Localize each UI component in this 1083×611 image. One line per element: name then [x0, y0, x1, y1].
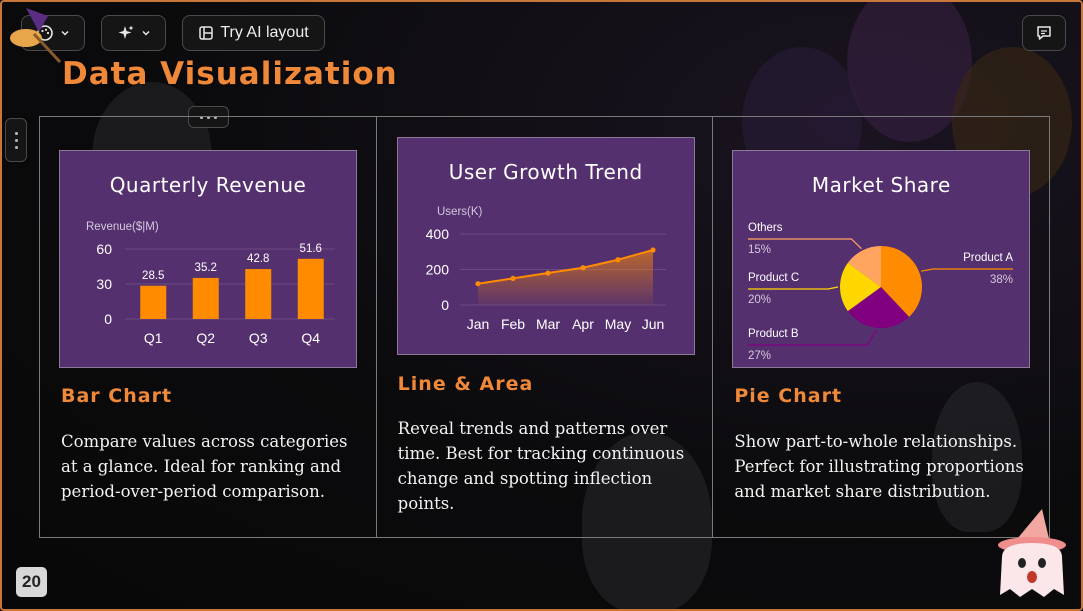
area-y-tick-label: 0: [441, 297, 449, 313]
ghost-decoration: [932, 382, 1022, 532]
ai-button[interactable]: [101, 15, 166, 51]
pie-leader-line: [748, 286, 839, 290]
bar-x-tick-label: Q4: [301, 330, 320, 346]
pie-label-percent: 38%: [990, 274, 1013, 286]
bar-value-label: 42.8: [247, 253, 269, 265]
area-point-jan: [475, 281, 481, 287]
area-point-may: [615, 257, 621, 263]
bar-x-tick-label: Q3: [249, 330, 268, 346]
ghost-mascot-decoration: [998, 509, 1066, 597]
bar-y-tick-label: 0: [104, 311, 112, 327]
pie-chart-title: Market Share: [811, 173, 951, 197]
area-x-tick-label: Jun: [641, 316, 664, 332]
bar-value-label: 35.2: [195, 262, 217, 274]
pie-label-name: Product B: [748, 328, 799, 340]
area-x-tick-label: Apr: [572, 316, 594, 332]
area-y-tick-label: 400: [425, 226, 449, 242]
bar-q3: [245, 269, 272, 319]
pie-label-percent: 20%: [748, 294, 771, 306]
pie-slice-product-b: [848, 287, 910, 328]
witch-decoration: [10, 8, 62, 64]
chevron-down-icon: [61, 30, 69, 36]
area-chart-card: User Growth Trend Users(K) 0 200 400 Jan Feb M…: [396, 137, 695, 355]
area-chart-heading: Line & Area: [397, 373, 534, 395]
bar-y-tick-label: 30: [96, 276, 112, 292]
area-x-tick-label: Mar: [536, 316, 560, 332]
pie-leader-line: [748, 329, 878, 346]
try-ai-layout-label: Try AI layout: [220, 24, 309, 41]
pie-chart-description: Show part-to-whole relationships. Perfec…: [734, 432, 1024, 501]
sparkle-icon: [118, 25, 133, 39]
pie-slice-product-a: [881, 246, 923, 317]
bar-q4: [297, 258, 324, 319]
bar-y-axis-label: Revenue($|M): [86, 221, 159, 233]
pie-chart-column: Market Share Product A 38% Product B 27% Pro…: [713, 117, 1049, 537]
area-point-feb: [510, 275, 516, 281]
slide-title: Data Visualization: [62, 56, 398, 92]
pie-leader-line: [748, 238, 863, 250]
bar-q2: [192, 277, 219, 319]
pie-label-name: Product C: [748, 272, 799, 284]
area-chart-description: Reveal trends and patterns over time. Be…: [397, 419, 685, 513]
try-ai-layout-button[interactable]: Try AI layout: [182, 15, 325, 51]
pie-label-percent: 27%: [748, 350, 771, 362]
page-number-badge: 20: [16, 567, 47, 597]
area-x-tick-label: May: [604, 316, 630, 332]
pie-leader-line: [921, 268, 1014, 272]
area-x-tick-label: Feb: [501, 316, 525, 332]
comment-icon: [1037, 26, 1051, 40]
chevron-down-icon: [141, 30, 150, 36]
bar-value-label: 51.6: [300, 243, 322, 255]
bar-y-tick-label: 60: [96, 241, 112, 257]
bar-chart-description: Compare values across categories at a gl…: [61, 432, 348, 501]
bar-x-tick-label: Q2: [196, 330, 215, 346]
bar-chart-column: Quarterly Revenue Revenue($|M) 0 30 60 28.5 Q…: [40, 117, 377, 537]
pie-slice-others: [848, 246, 882, 287]
bar-chart-title: Quarterly Revenue: [109, 173, 307, 197]
content-grid: Quarterly Revenue Revenue($|M) 0 30 60 28.5 Q…: [39, 116, 1050, 538]
pie-slice-product-c: [840, 262, 882, 312]
area-chart-title: User Growth Trend: [448, 160, 643, 184]
bar-value-label: 28.5: [142, 270, 164, 282]
pie-label-name: Others: [748, 222, 783, 234]
area-series-line: [477, 249, 653, 285]
bar-chart: Revenue($|M) 0 30 60 28.5 Q1 35.2 Q2 42.8 Q3 51.6 Q…: [86, 221, 335, 346]
pie-chart-heading: Pie Chart: [734, 385, 843, 407]
pie-label-percent: 15%: [748, 244, 771, 256]
bar-chart-heading: Bar Chart: [61, 385, 173, 407]
ghost-decoration: [582, 432, 712, 609]
area-y-axis-label: Users(K): [437, 206, 483, 218]
side-drag-handle[interactable]: [5, 118, 27, 162]
area-chart: Users(K) 0 200 400 Jan Feb Mar Apr May Jun: [425, 206, 666, 332]
balloon-decoration: [847, 2, 972, 142]
area-y-tick-label: 200: [425, 262, 449, 278]
area-point-mar: [545, 270, 551, 276]
pie-chart: Product A 38% Product B 27% Product C 20% Othe…: [748, 222, 1014, 362]
layout-icon: [199, 26, 214, 40]
area-point-jun: [650, 247, 656, 253]
more-options-handle[interactable]: [188, 106, 229, 128]
pie-label-name: Product A: [963, 252, 1013, 264]
area-chart-column: User Growth Trend Users(K) 0 200 400 Jan Feb M…: [377, 117, 714, 537]
area-x-tick-label: Jan: [466, 316, 489, 332]
area-fill: [477, 249, 653, 305]
bar-q1: [140, 285, 167, 319]
bar-chart-card: Quarterly Revenue Revenue($|M) 0 30 60 28.5 Q…: [59, 150, 357, 368]
pie-chart-card: Market Share Product A 38% Product B 27% Pro…: [732, 150, 1031, 368]
comment-button[interactable]: [1022, 15, 1066, 51]
area-point-apr: [580, 265, 586, 271]
bar-x-tick-label: Q1: [144, 330, 163, 346]
